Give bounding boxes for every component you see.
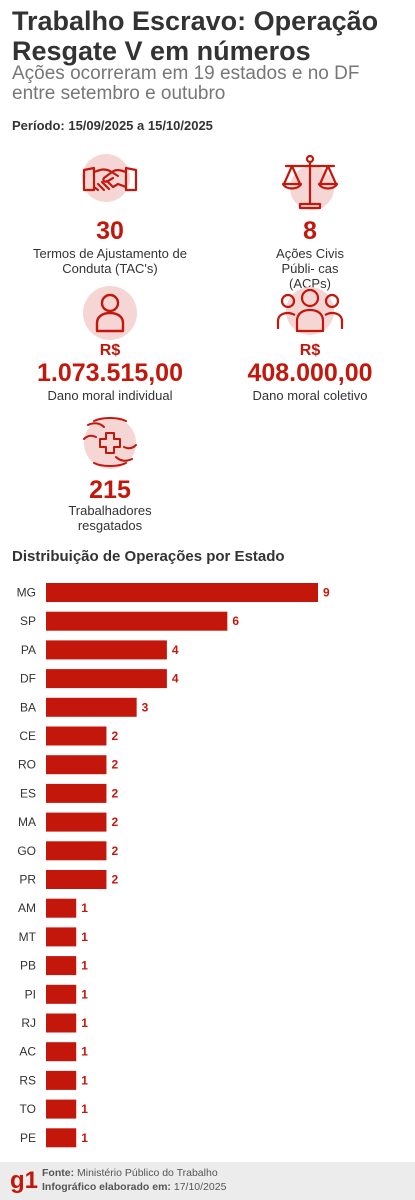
bar-go (46, 841, 107, 861)
made-line: Infográfico elaborado em: 17/10/2025 (42, 1181, 226, 1193)
bar-pe (46, 1128, 77, 1148)
bar-am (46, 898, 77, 918)
bar-ro (46, 755, 107, 775)
value-label: 1 (81, 1045, 88, 1059)
value-label: 1 (81, 1131, 88, 1145)
period-label: Período: 15/09/2025 a 15/10/2025 (12, 118, 213, 133)
category-label: RS (19, 1073, 36, 1087)
bar-ma (46, 812, 107, 832)
category-label: AM (18, 901, 36, 915)
category-label: PB (20, 959, 36, 973)
tacs-label: Termos de Ajustamento de Conduta (TAC's) (33, 246, 187, 276)
made-value: 17/10/2025 (173, 1181, 227, 1193)
handshake-icon (82, 154, 138, 202)
collective-label: Dano moral coletivo (252, 388, 368, 403)
page-subtitle: Ações ocorreram em 19 estados e no DF en… (12, 63, 360, 104)
value-label: 2 (111, 873, 118, 887)
category-label: SP (20, 614, 36, 628)
acps-value: 8 (303, 217, 317, 245)
bar-to (46, 1099, 77, 1119)
category-label: GO (17, 844, 36, 858)
value-label: 1 (81, 901, 88, 915)
tacs-value: 30 (96, 217, 124, 245)
bar-pb (46, 956, 77, 976)
category-label: MG (17, 586, 36, 600)
value-label: 1 (81, 987, 88, 1001)
stat-acps: 8 Ações Civis Públi- cas (ACPs) (230, 150, 390, 291)
group-icon (276, 287, 344, 335)
collective-currency: R$ (299, 342, 321, 359)
g1-logo: g1 (10, 1167, 39, 1194)
value-label: 1 (81, 1073, 88, 1087)
bar-sp (46, 611, 228, 631)
value-label: 1 (81, 930, 88, 944)
bar-chart: MG 9 SP 6 PA 4 DF 4 BA 3 CE 2 RO 2 ES 2 MA 2 GO 2 PR 2 AM 1 MT 1 P… (17, 583, 330, 1148)
chart-title: Distribuição de Operações por Estado (12, 548, 285, 565)
category-label: AC (19, 1045, 36, 1059)
scales-icon (281, 154, 339, 210)
category-label: RJ (21, 1016, 36, 1030)
value-label: 2 (111, 786, 118, 800)
value-label: 6 (232, 614, 239, 628)
category-label: MA (18, 815, 36, 829)
category-label: ES (20, 786, 36, 800)
value-label: 1 (81, 959, 88, 973)
individual-currency: R$ (99, 342, 121, 359)
stat-tacs: 30 Termos de Ajustamento de Conduta (TAC… (30, 150, 190, 276)
category-label: TO (20, 1102, 36, 1116)
bar-mt (46, 927, 77, 947)
category-label: CE (19, 729, 36, 743)
hands-medical-cross-icon (83, 417, 137, 469)
value-label: 3 (142, 700, 149, 714)
category-label: DF (20, 672, 36, 686)
category-label: MT (19, 930, 37, 944)
source-value: Ministério Público do Trabalho (77, 1167, 218, 1179)
value-label: 9 (323, 586, 330, 600)
value-label: 2 (111, 844, 118, 858)
bar-mg (46, 583, 318, 602)
person-icon (83, 286, 137, 340)
individual-label: Dano moral individual (47, 388, 173, 403)
stat-dano-individual: R$ 1.073.515,00 Dano moral individual (20, 285, 200, 405)
source-line: Fonte: Ministério Público do Trabalho (42, 1167, 218, 1179)
bar-rj (46, 1013, 77, 1033)
footer: g1 Fonte: Ministério Público do Trabalho… (0, 1162, 415, 1200)
bar-ce (46, 726, 107, 746)
value-label: 4 (172, 672, 179, 686)
bar-pi (46, 984, 77, 1004)
category-label: RO (18, 758, 36, 772)
individual-value: 1.073.515,00 (37, 359, 183, 387)
stat-dano-coletivo: R$ 408.000,00 Dano moral coletivo (220, 285, 400, 405)
made-label: Infográfico elaborado em: (42, 1181, 171, 1193)
bar-pa (46, 640, 167, 660)
stat-resgatados: 215 Trabalhadores resgatados (30, 413, 190, 535)
bar-es (46, 783, 107, 803)
value-label: 4 (172, 643, 179, 657)
value-label: 1 (81, 1016, 88, 1030)
category-label: BA (20, 700, 36, 714)
value-label: 2 (111, 815, 118, 829)
category-label: PI (25, 987, 36, 1001)
rescued-value: 215 (89, 476, 131, 504)
value-label: 1 (81, 1102, 88, 1116)
page-title: Trabalho Escravo: Operação Resgate V em … (12, 6, 379, 66)
bar-rs (46, 1070, 77, 1090)
value-label: 2 (111, 729, 118, 743)
acps-label: Ações Civis Públi- cas (ACPs) (276, 246, 344, 291)
bar-ac (46, 1042, 77, 1062)
collective-value: 408.000,00 (247, 359, 373, 387)
category-label: PE (20, 1131, 36, 1145)
source-label: Fonte: (42, 1167, 75, 1179)
value-label: 2 (111, 758, 118, 772)
bar-ba (46, 697, 137, 717)
category-label: PA (21, 643, 36, 657)
rescued-label: Trabalhadores resgatados (68, 503, 152, 533)
bar-df (46, 669, 167, 689)
bar-pr (46, 870, 107, 889)
category-label: PR (19, 873, 36, 887)
